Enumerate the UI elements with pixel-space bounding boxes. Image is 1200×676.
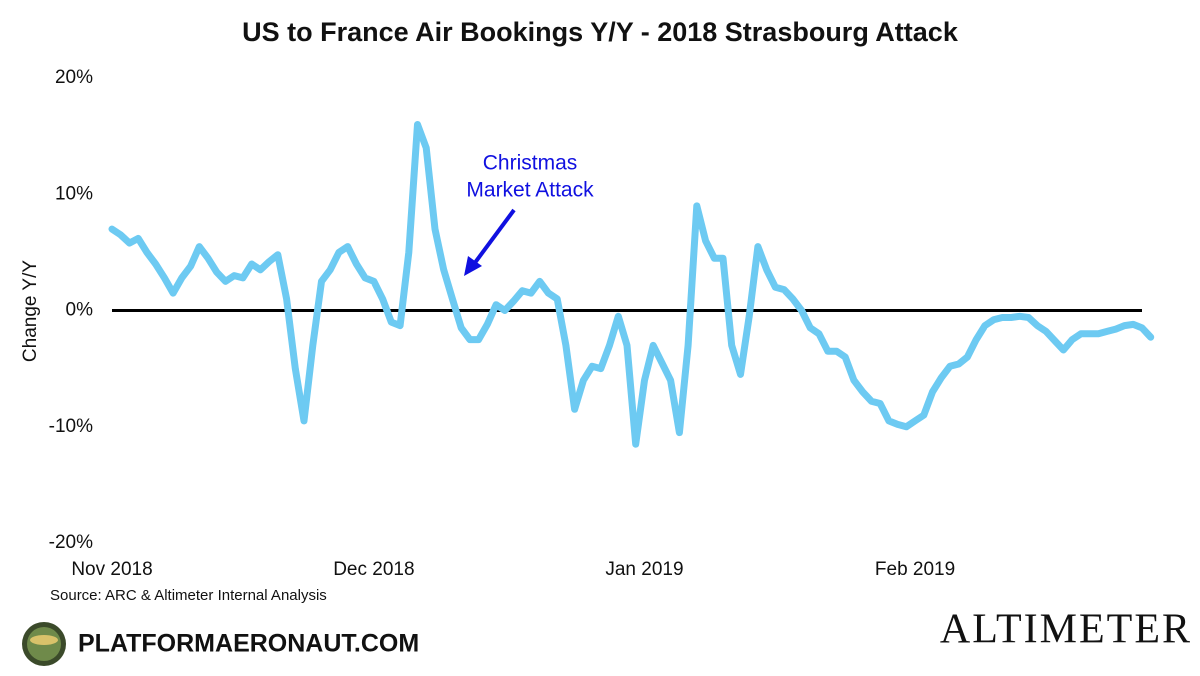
x-tick-label: Jan 2019 — [605, 559, 683, 580]
y-tick-label: -20% — [49, 532, 93, 553]
brand: ALTIMETER — [940, 607, 1192, 653]
y-axis-label: Change Y/Y — [20, 260, 41, 362]
y-tick-label: 0% — [66, 300, 94, 321]
y-tick-label: 10% — [55, 183, 93, 204]
x-tick-label: Feb 2019 — [875, 559, 955, 580]
y-tick-label: 20% — [55, 67, 93, 88]
footer-text: PLATFORMAERONAUT.COM — [78, 630, 419, 658]
x-tick-label: Dec 2018 — [333, 559, 414, 580]
y-tick-label: -10% — [49, 416, 93, 437]
annotation: Market Attack — [466, 179, 594, 202]
annotation: Christmas — [483, 152, 578, 175]
footer-logo — [22, 622, 66, 666]
annotation-arrow — [472, 208, 516, 266]
chart-title: US to France Air Bookings Y/Y - 2018 Str… — [242, 17, 959, 47]
x-tick-label: Nov 2018 — [71, 559, 152, 580]
annotation-arrowhead — [464, 256, 482, 276]
data-line — [108, 121, 1155, 448]
source: Source: ARC & Altimeter Internal Analysi… — [50, 587, 327, 604]
